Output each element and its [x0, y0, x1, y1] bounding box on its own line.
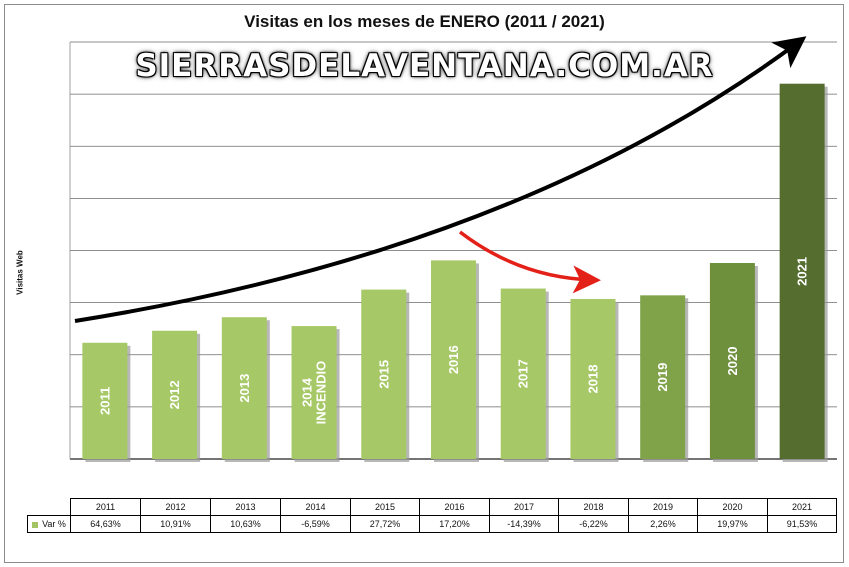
- bar-2012: [152, 330, 198, 459]
- bar-2020: [709, 263, 755, 459]
- table-value-cell: -6,59%: [280, 515, 351, 533]
- bar-labels: 2011 2012 2013 2014INCENDIO 2015 2016 2017 2018…: [97, 257, 809, 424]
- chart-title: Visitas en los meses de ENERO (2011 / 20…: [244, 12, 605, 31]
- table-header-cell: 2013: [210, 498, 281, 516]
- table-value-cell: -14,39%: [489, 515, 559, 533]
- bar-2011: [82, 342, 128, 459]
- bar-label-2020: 2020: [725, 347, 740, 376]
- bar-2015: [361, 289, 407, 459]
- series-name: Var %: [42, 519, 66, 529]
- table-value-cell: 27,72%: [350, 515, 420, 533]
- table-header-cell: 2021: [767, 498, 837, 516]
- table-header-cell: 2017: [489, 498, 559, 516]
- site-watermark: SIERRASDELAVENTANA.COM.AR: [135, 48, 714, 84]
- table-header-cell: 2014: [280, 498, 351, 516]
- table-header-cell: 2015: [350, 498, 420, 516]
- bar-label-2019: 2019: [655, 363, 670, 392]
- bar-2016: [431, 260, 476, 459]
- bar-2019: [640, 295, 686, 459]
- table-value-row: Var % 64,63% 10,91% 10,63% -6,59% 27,72%…: [27, 515, 837, 533]
- decline-arrow: [458, 230, 601, 294]
- y-axis-label: Visitas Web: [15, 250, 25, 295]
- series-legend-cell: Var %: [27, 515, 71, 533]
- table-header-cell: 2011: [70, 498, 141, 516]
- table-header-cell: 2012: [140, 498, 211, 516]
- bar-label-2015: 2015: [376, 360, 391, 389]
- table-value-cell: 10,91%: [140, 515, 211, 533]
- table-header-cell: 2018: [558, 498, 629, 516]
- bar-label-2021: 2021: [795, 257, 810, 286]
- bar-2021: [779, 83, 825, 459]
- bar-2013: [221, 317, 267, 459]
- table-value-cell: 2,26%: [628, 515, 698, 533]
- table-header-row: 2011 2012 2013 2014 2015 2016 2017 2018 …: [28, 498, 837, 516]
- bar-label-2018: 2018: [585, 365, 600, 394]
- bar-label-2012: 2012: [167, 380, 182, 409]
- bar-label-2014: 2014INCENDIO: [300, 361, 329, 425]
- table-value-cell: 64,63%: [70, 515, 141, 533]
- table-value-cell: -6,22%: [558, 515, 629, 533]
- table-header-cell: 2020: [697, 498, 768, 516]
- table-value-cell: 10,63%: [210, 515, 281, 533]
- bar-label-2011: 2011: [97, 387, 112, 415]
- table-value-cell: 17,20%: [419, 515, 490, 533]
- bar-2018: [570, 298, 616, 459]
- table-value-cell: 19,97%: [697, 515, 768, 533]
- bar-label-2016: 2016: [446, 345, 461, 374]
- table-header-cell: 2016: [419, 498, 490, 516]
- table-header-cell: 2019: [628, 498, 698, 516]
- bars: [82, 83, 828, 462]
- table-value-cell: 91,53%: [767, 515, 837, 533]
- bar-2014: [291, 326, 337, 459]
- legend-swatch: [32, 521, 39, 528]
- bar-label-2017: 2017: [516, 359, 531, 388]
- bar-label-2013: 2013: [237, 374, 252, 403]
- trend-arrow: [74, 36, 807, 323]
- chart-frame: [4, 4, 844, 563]
- bar-2017: [500, 288, 546, 459]
- data-table: 2011 2012 2013 2014 2015 2016 2017 2018 …: [27, 498, 837, 533]
